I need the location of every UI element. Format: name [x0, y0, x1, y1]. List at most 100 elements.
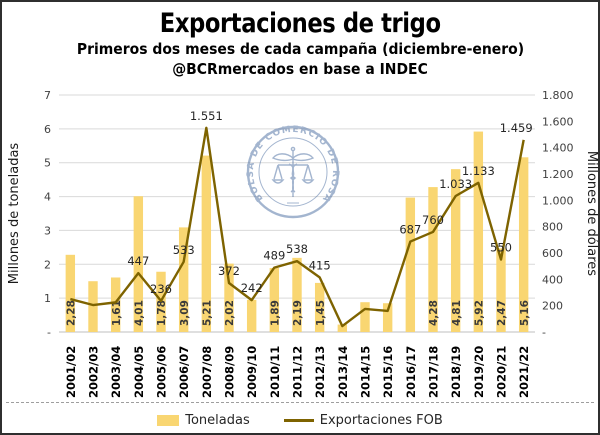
bar-value-label: 2,02: [224, 300, 236, 326]
bar-value-label: 5,16: [519, 300, 531, 326]
bar-value-label: 2,19: [292, 300, 304, 326]
x-axis-label: 2015/16: [381, 346, 395, 398]
left-axis-title: Millones de toneladas: [7, 143, 22, 285]
legend-label: Exportaciones FOB: [319, 412, 443, 428]
x-axis-label: 2018/19: [449, 346, 463, 398]
bar: [201, 155, 212, 332]
bar: [88, 281, 98, 332]
bcr-logo-watermark: BOLSA DE COMERCIO DE ROSARIO: [245, 124, 340, 219]
chart-source: @BCRmercados en base a INDEC: [172, 60, 428, 79]
bar-value-label: 1,45: [315, 300, 327, 326]
bar: [110, 277, 121, 332]
legend-item-toneladas: Toneladas: [157, 413, 250, 428]
bar-value-label: 5,92: [474, 300, 486, 326]
x-axis-label: 2013/14: [336, 346, 350, 398]
left-axis-tick: 5: [44, 157, 51, 170]
line-value-label: 489: [263, 249, 285, 263]
x-axis-label: 2008/09: [223, 346, 237, 398]
bar-value-label: 1,89: [270, 300, 282, 326]
line-value-label: 447: [127, 254, 149, 268]
x-axis-label: 2011/12: [291, 346, 305, 398]
bar-value-label: 4,81: [451, 300, 463, 326]
line-swatch-icon: [283, 418, 314, 422]
right-axis-tick: 400: [542, 273, 563, 286]
line-value-label: 1.033: [439, 177, 472, 191]
bar: [382, 303, 393, 332]
line-value-label: 760: [422, 213, 444, 227]
bar: [473, 131, 484, 332]
line-value-label: 372: [218, 264, 240, 278]
bar: [178, 227, 189, 332]
bar: [65, 254, 76, 332]
legend-item-exportaciones-fob: Exportaciones FOB: [283, 412, 443, 428]
right-axis-tick: 1.800: [542, 89, 574, 102]
line-value-label: 538: [286, 242, 308, 256]
bar: [405, 197, 416, 332]
chart-legend: Toneladas Exportaciones FOB: [2, 407, 598, 433]
line-value-label: 1.133: [462, 164, 495, 178]
bar: [314, 282, 325, 332]
right-axis-tick: 600: [542, 247, 563, 260]
left-axis-tick: 1: [44, 292, 51, 305]
x-axis-label: 2001/02: [64, 346, 78, 398]
right-axis-tick: -: [542, 326, 546, 339]
bar-value-label: 2,47: [496, 300, 508, 326]
bar-value-label: 1,78: [156, 300, 168, 326]
chart-subtitle: Primeros dos meses de cada campaña (dici…: [76, 40, 524, 59]
bar: [269, 268, 280, 332]
bar: [450, 169, 461, 332]
x-axis-label: 2021/22: [517, 346, 531, 398]
legend-separator: [6, 402, 594, 403]
legend-label: Toneladas: [185, 412, 250, 428]
bar-value-label: 5,21: [202, 300, 214, 326]
bar: [496, 248, 506, 332]
line-value-label: 1.459: [500, 121, 533, 135]
x-axis-label: 2004/05: [132, 346, 146, 398]
line-value-label: 687: [399, 223, 421, 237]
line-value-label: 242: [241, 281, 263, 295]
x-axis-label: 2019/20: [472, 346, 486, 398]
bar: [337, 324, 348, 332]
x-axis-label: 2007/08: [200, 346, 214, 398]
left-axis-tick: -: [47, 326, 51, 339]
bar-swatch-icon: [157, 414, 180, 426]
bar: [428, 187, 438, 332]
bar-value-label: 4,01: [134, 300, 146, 326]
x-axis-label: 2020/21: [495, 346, 509, 398]
bar: [292, 257, 302, 332]
bar: [133, 196, 144, 332]
line-value-label: 1.551: [190, 109, 223, 123]
right-axis-tick: 200: [542, 300, 563, 313]
line-value-label: 533: [173, 243, 195, 257]
x-axis-label: 2006/07: [177, 346, 191, 398]
bar: [518, 157, 529, 332]
left-axis-tick: 7: [44, 89, 51, 102]
chart-title: Exportaciones de trigo: [159, 8, 441, 39]
x-axis-label: 2010/11: [268, 346, 282, 398]
x-axis-label: 2017/18: [427, 346, 441, 398]
right-axis-tick: 1.600: [542, 115, 574, 128]
caduceus-icon: [271, 146, 315, 204]
bar-value-label: 1,61: [111, 300, 123, 326]
left-axis-tick: 4: [44, 191, 51, 204]
right-axis-tick: 1.000: [542, 194, 574, 207]
right-axis-title: Millones de dólares: [584, 151, 599, 276]
x-axis-label: 2014/15: [359, 346, 373, 398]
bar-value-label: 2,28: [66, 300, 78, 326]
bar-value-label: 3,09: [179, 300, 191, 326]
right-axis-tick: 1.200: [542, 168, 574, 181]
x-axis-label: 2005/06: [155, 346, 169, 398]
fob-line: [70, 126, 525, 328]
left-axis-tick: 2: [44, 258, 51, 271]
chart-header: Exportaciones de trigo Primeros dos mese…: [2, 8, 598, 79]
x-axis-label: 2009/10: [245, 346, 259, 398]
x-axis-label: 2002/03: [87, 346, 101, 398]
right-axis-tick: 1.400: [542, 142, 574, 155]
bar-value-label: 4,28: [428, 300, 440, 326]
x-axis-label: 2003/04: [109, 346, 123, 398]
line-value-label: 415: [309, 258, 331, 272]
line-value-label: 236: [150, 282, 172, 296]
bar: [224, 263, 234, 332]
